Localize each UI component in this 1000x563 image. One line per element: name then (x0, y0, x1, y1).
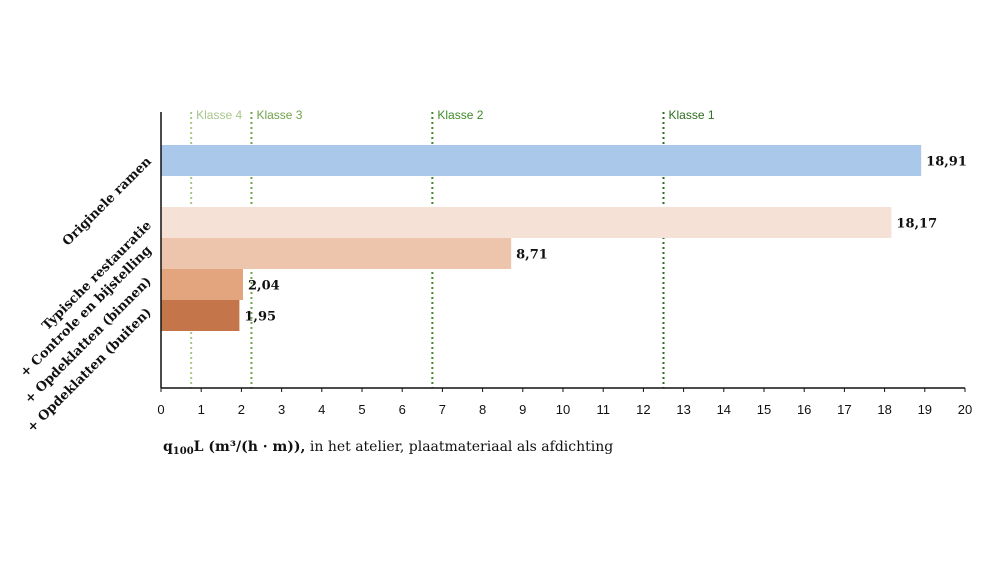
x-title-subscript: 100 (173, 446, 194, 457)
data-label: 18,17 (896, 217, 937, 232)
bar-5 (161, 300, 240, 331)
bars (161, 145, 922, 331)
data-label: 18,91 (926, 155, 967, 170)
x-tick-label: 12 (636, 402, 650, 417)
x-tick-label: 4 (318, 402, 325, 417)
reference-line-label: Klasse 4 (196, 108, 242, 122)
data-label: 8,71 (516, 248, 548, 263)
x-tick-label: 0 (157, 402, 164, 417)
x-tick-label: 11 (596, 402, 610, 417)
x-tick-labels: 0 1 2 3 4 5 6 7 8 9 10 11 12 13 14 15 16 17 18 19 20 (157, 388, 972, 417)
bar-4 (161, 269, 244, 300)
x-title-symbol: q (163, 439, 173, 455)
bar-1 (161, 145, 922, 176)
x-tick-label: 3 (278, 402, 285, 417)
reference-line-label: Klasse 3 (256, 108, 302, 122)
x-tick-label: 16 (797, 402, 811, 417)
x-tick-label: 1 (198, 402, 205, 417)
x-tick-label: 10 (556, 402, 570, 417)
bar-3 (161, 238, 512, 269)
x-tick-label: 20 (958, 402, 972, 417)
data-labels: 18,91 18,17 8,71 2,04 1,95 (244, 155, 967, 325)
x-title-unit: L (m³/(h · m)), (194, 439, 306, 455)
reference-line-label: Klasse 1 (669, 108, 715, 122)
x-tick-label: 8 (479, 402, 486, 417)
bar-2 (161, 207, 892, 238)
x-tick-label: 19 (918, 402, 932, 417)
x-tick-label: 5 (358, 402, 365, 417)
x-tick-label: 18 (877, 402, 891, 417)
x-tick-label: 17 (837, 402, 851, 417)
category-label: + Controle en bijstelling (18, 243, 155, 380)
x-tick-label: 15 (757, 402, 771, 417)
x-title-suffix: in het atelier, plaatmateriaal als afdic… (305, 439, 613, 455)
x-tick-label: 13 (676, 402, 690, 417)
x-tick-label: 7 (439, 402, 446, 417)
x-tick-label: 2 (238, 402, 245, 417)
reference-line-label: Klasse 2 (437, 108, 483, 122)
x-tick-label: 9 (519, 402, 526, 417)
x-tick-label: 6 (399, 402, 406, 417)
x-tick-label: 14 (717, 402, 731, 417)
data-label: 1,95 (244, 310, 276, 325)
x-axis-title: q100L (m³/(h · m)), in het atelier, plaa… (163, 439, 613, 457)
data-label: 2,04 (248, 279, 280, 294)
